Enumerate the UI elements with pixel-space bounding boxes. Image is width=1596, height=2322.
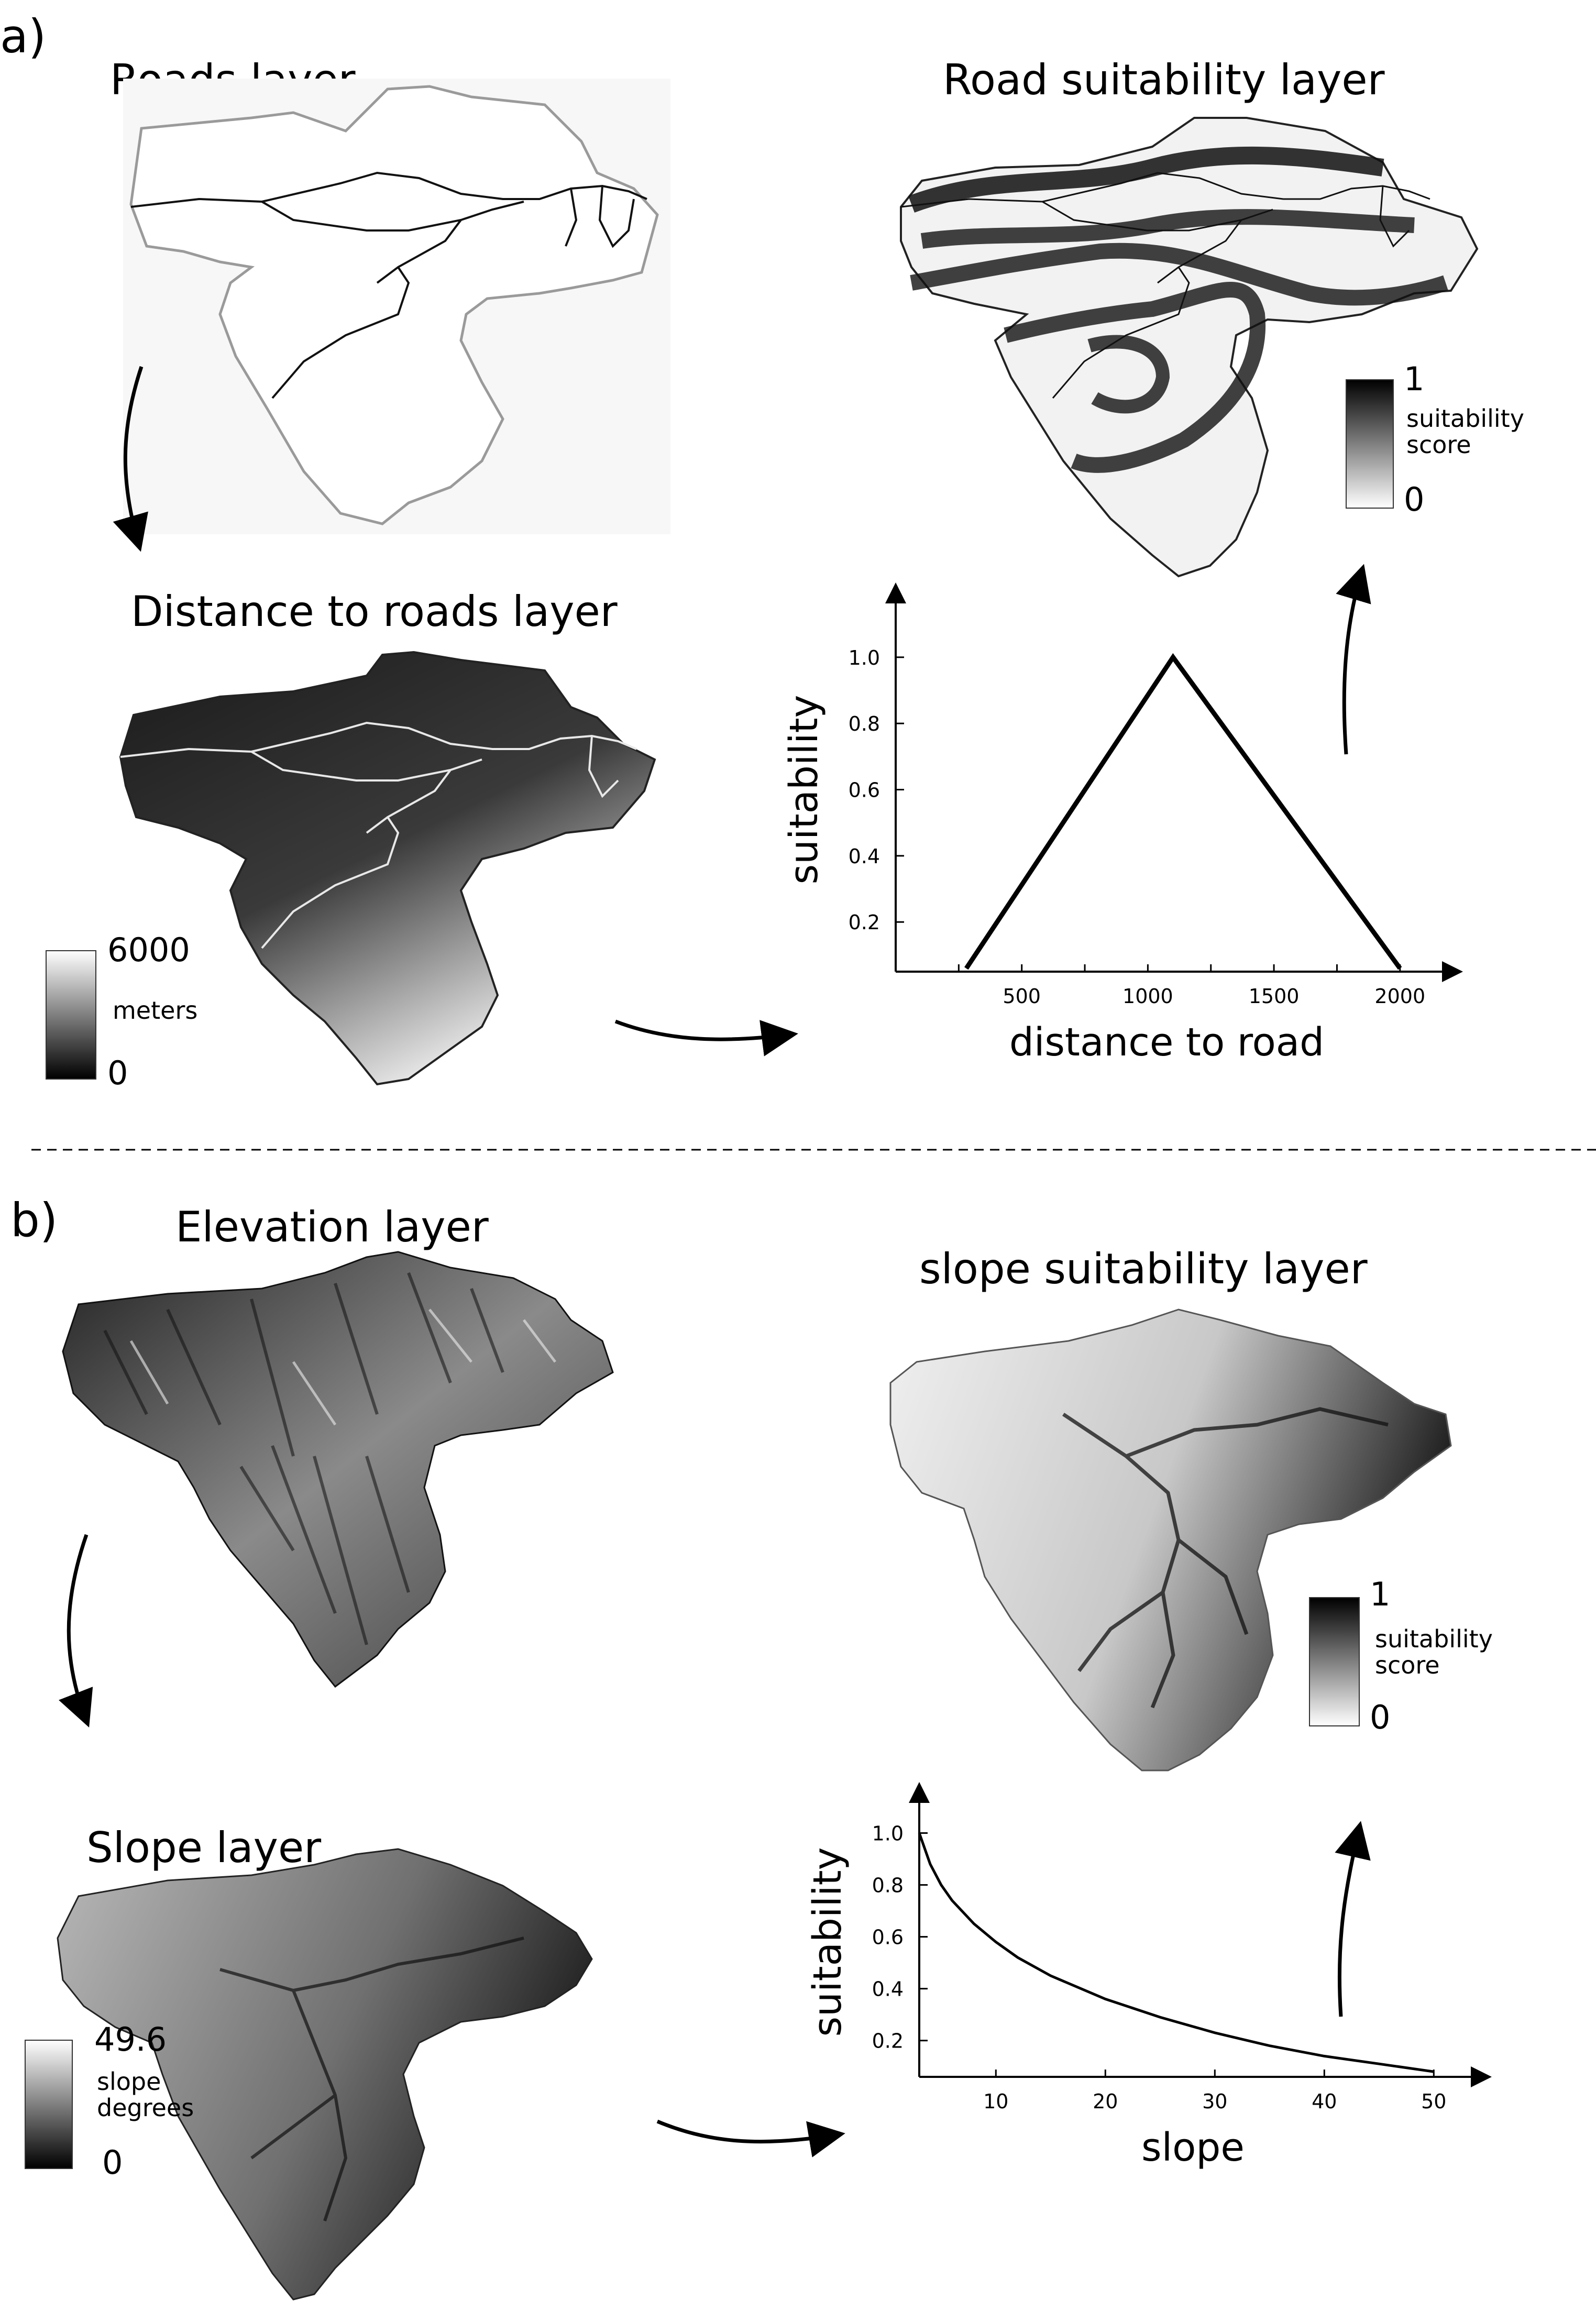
flow-arrow: [1336, 564, 1371, 755]
section-b-label: b): [10, 1193, 58, 1247]
legend-label: slope: [97, 2067, 161, 2096]
y-tick-label: 1.0: [872, 1822, 904, 1845]
slope-legend: 49.6 slope degrees 0: [25, 2020, 194, 2182]
legend-min-label: 0: [107, 1054, 128, 1092]
legend-max-label: 6000: [107, 931, 190, 969]
road-suitability-legend: 1 suitability score 0: [1346, 360, 1524, 519]
slope-suitability-chart: 10 20 30 40 50 0.2 0.4 0.6 0.8 1.0 slope suitabilit…: [805, 1782, 1492, 2170]
suitability-band: [1087, 335, 1170, 414]
x-tick-label: 30: [1202, 2090, 1227, 2113]
distance-layer-title: Distance to roads layer: [131, 587, 618, 636]
data-point: [1269, 2045, 1270, 2046]
slope-suitability-title: slope suitability layer: [919, 1245, 1368, 1293]
road-network: [130, 171, 647, 399]
road-network-overlay: [120, 721, 637, 949]
suitability-band: [908, 146, 1384, 213]
legend-max-label: 1: [1404, 360, 1424, 398]
x-tick-label: 50: [1421, 2090, 1446, 2113]
distance-to-roads-map: [119, 651, 656, 1086]
slope-layer-title: Slope layer: [86, 1823, 321, 1872]
flow-arrow: [656, 2119, 845, 2158]
flow-arrow: [59, 1534, 93, 1728]
legend-label: score: [1375, 1651, 1440, 1679]
legend-min-label: 0: [102, 2143, 123, 2182]
suitability-band: [1004, 282, 1266, 473]
distance-legend: 6000 meters 0: [46, 931, 197, 1092]
suitability-curve: [964, 653, 1402, 970]
road-network-overlay: [900, 172, 1430, 399]
y-tick-label: 0.2: [849, 911, 880, 934]
y-tick-label: 0.8: [849, 712, 880, 735]
y-tick-label: 0.8: [872, 1874, 904, 1897]
x-axis-label: slope: [1141, 2125, 1245, 2170]
suitability-band: [910, 243, 1448, 306]
y-axis-label: suitability: [805, 1847, 850, 2037]
slope-suitability-map: [889, 1308, 1452, 1771]
legend-max-label: 1: [1370, 1575, 1390, 1613]
x-axis-label: distance to road: [1009, 1020, 1324, 1065]
x-tick-label: 40: [1312, 2090, 1337, 2113]
y-tick-label: 1.0: [849, 646, 880, 669]
flow-arrow: [113, 366, 148, 552]
roads-layer-map: [123, 79, 670, 534]
data-point: [1050, 1975, 1051, 1976]
x-tick-label: 1000: [1122, 985, 1173, 1008]
watershed-boundary: [129, 85, 659, 525]
legend-max-label: 49.6: [94, 2020, 167, 2059]
flow-arrow: [614, 1019, 798, 1057]
road-suitability-map: [900, 117, 1479, 578]
y-tick-label: 0.6: [872, 1926, 904, 1949]
y-tick-label: 0.2: [872, 2030, 904, 2053]
x-tick-label: 20: [1093, 2090, 1118, 2113]
section-a-label: a): [0, 9, 46, 63]
legend-label: score: [1406, 431, 1471, 459]
elevation-layer-title: Elevation layer: [175, 1203, 489, 1251]
y-tick-label: 0.4: [872, 1978, 904, 2001]
elevation-map: [62, 1251, 614, 1688]
suitability-curve: [918, 1832, 1434, 2073]
x-tick-label: 10: [983, 2090, 1008, 2113]
legend-label: suitability: [1406, 404, 1524, 433]
legend-unit-label: meters: [113, 996, 197, 1025]
slope-suitability-legend: 1 suitability score 0: [1309, 1575, 1493, 1736]
slope-map: [57, 1848, 593, 2301]
x-tick-label: 2000: [1374, 985, 1425, 1008]
road-suitability-title: Road suitability layer: [943, 56, 1385, 104]
x-tick-label: 500: [1003, 985, 1041, 1008]
y-axis-label: suitability: [782, 695, 827, 885]
legend-label: suitability: [1375, 1625, 1493, 1653]
legend-label: degrees: [97, 2094, 194, 2122]
legend-min-label: 0: [1370, 1698, 1390, 1736]
y-tick-label: 0.6: [849, 779, 880, 802]
legend-min-label: 0: [1404, 480, 1424, 519]
x-tick-label: 1500: [1249, 985, 1300, 1008]
distance-suitability-chart: 500 1000 1500 2000 0.2 0.4 0.6 0.8 1.0 distance t…: [782, 582, 1463, 1065]
y-tick-label: 0.4: [849, 845, 880, 868]
suitability-band: [920, 209, 1415, 249]
flow-arrow: [1335, 1821, 1371, 2017]
